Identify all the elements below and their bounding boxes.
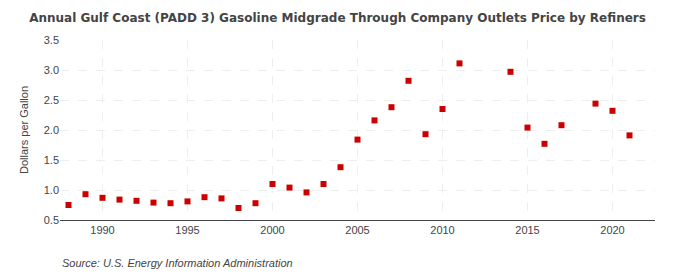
svg-text:3.5: 3.5: [44, 34, 59, 46]
svg-text:2.5: 2.5: [44, 94, 59, 106]
svg-text:0.5: 0.5: [44, 214, 59, 226]
svg-text:1.5: 1.5: [44, 154, 59, 166]
svg-text:1990: 1990: [90, 224, 114, 236]
svg-text:Source: U.S. Energy Informatio: Source: U.S. Energy Information Administ…: [62, 257, 293, 269]
svg-text:2010: 2010: [430, 224, 454, 236]
svg-text:2.0: 2.0: [44, 124, 59, 136]
svg-text:2015: 2015: [515, 224, 539, 236]
svg-text:1995: 1995: [175, 224, 199, 236]
svg-text:2000: 2000: [260, 224, 284, 236]
svg-text:Annual Gulf Coast (PADD 3) Gas: Annual Gulf Coast (PADD 3) Gasoline Midg…: [29, 11, 646, 25]
svg-text:2020: 2020: [600, 224, 624, 236]
svg-text:2005: 2005: [345, 224, 369, 236]
svg-text:1.0: 1.0: [44, 184, 59, 196]
svg-text:Dollars per Gallon: Dollars per Gallon: [18, 86, 30, 174]
svg-text:3.0: 3.0: [44, 64, 59, 76]
